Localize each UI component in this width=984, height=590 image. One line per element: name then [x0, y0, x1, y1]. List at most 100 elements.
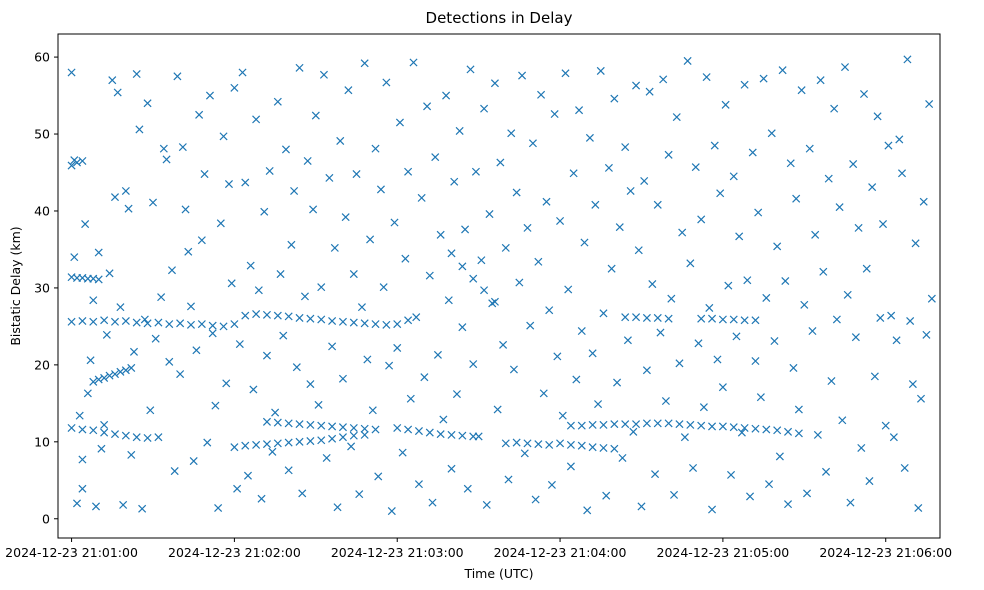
detection-point [689, 463, 698, 473]
detection-point [821, 467, 831, 476]
detection-point [721, 100, 730, 109]
detection-point [390, 218, 399, 227]
detection-point [751, 356, 760, 366]
detection-point [382, 78, 391, 87]
detection-point [708, 314, 717, 323]
detection-point [366, 235, 375, 244]
detection-point [718, 422, 727, 431]
detection-point [588, 443, 597, 452]
detection-point [75, 411, 84, 420]
detection-point [735, 232, 744, 241]
detection-point [205, 91, 214, 100]
detection-point [759, 74, 768, 83]
detection-point [816, 76, 825, 85]
detection-point [887, 311, 896, 320]
detection-point [162, 155, 171, 164]
detection-point [743, 276, 752, 285]
detection-point [100, 420, 109, 429]
detection-point [143, 99, 152, 108]
detection-point [531, 495, 540, 504]
detection-point [159, 144, 168, 153]
detection-point [173, 72, 182, 81]
detection-point [371, 144, 380, 153]
detection-point [262, 440, 271, 449]
detection-point [127, 363, 136, 372]
detection-point [338, 423, 347, 432]
detection-point [458, 431, 467, 440]
detection-point [252, 310, 261, 319]
detection-point [360, 424, 369, 433]
detection-point [442, 91, 451, 100]
detection-point [404, 425, 413, 434]
detection-point [878, 220, 888, 229]
detection-point [360, 59, 369, 68]
detection-point [431, 153, 440, 162]
detection-point [121, 366, 130, 375]
x-tick-label: 2024-12-23 21:06:00 [819, 545, 952, 560]
detection-point [376, 185, 385, 194]
detection-point [596, 66, 605, 75]
detection-point [509, 365, 518, 374]
detection-point [792, 194, 801, 203]
detection-point [211, 401, 220, 410]
detection-point [493, 405, 502, 414]
detection-point [417, 193, 426, 202]
detection-point [813, 430, 822, 439]
detection-point [515, 278, 524, 287]
detection-point [542, 197, 551, 206]
detection-point [577, 421, 586, 430]
detection-point [767, 129, 776, 138]
detection-point [534, 440, 543, 449]
detection-point [132, 433, 141, 442]
detection-point [436, 430, 445, 439]
detection-point [561, 69, 570, 78]
detection-point [393, 423, 402, 432]
detection-point [599, 309, 608, 318]
detection-point [672, 113, 681, 122]
detection-point [794, 405, 803, 414]
detection-point [637, 502, 646, 511]
detection-point [843, 290, 852, 299]
detection-point [121, 431, 130, 440]
detection-point [94, 375, 103, 384]
detection-point [146, 406, 155, 415]
detection-point [409, 58, 418, 67]
detection-point [273, 97, 282, 106]
detection-point [526, 321, 535, 330]
detection-point [884, 141, 893, 150]
detection-point [547, 480, 556, 489]
detection-point [132, 318, 141, 327]
detection-point [349, 270, 358, 279]
detection-point [189, 457, 198, 466]
detection-point [83, 389, 92, 398]
detection-point [819, 267, 828, 276]
detection-point [140, 315, 149, 324]
detection-point [176, 319, 185, 328]
detection-point [276, 270, 285, 279]
detection-point [127, 450, 136, 459]
detection-point [528, 139, 537, 148]
detection-point [382, 320, 391, 329]
detection-point [154, 433, 163, 442]
detection-point [642, 313, 651, 322]
detection-point [908, 380, 917, 389]
detection-point [219, 132, 228, 141]
detection-point [395, 118, 404, 127]
detection-point [192, 346, 201, 355]
detection-point [246, 261, 255, 270]
detection-point [176, 370, 185, 379]
detection-point [496, 158, 505, 167]
detection-point [338, 374, 347, 383]
detection-point [303, 156, 312, 165]
detection-point [119, 500, 128, 509]
detection-point [545, 306, 554, 315]
detection-point [78, 316, 87, 326]
detection-point [195, 110, 204, 119]
detection-point [170, 467, 179, 476]
y-tick-label: 0 [42, 511, 50, 526]
detection-point [615, 223, 624, 232]
detection-point [591, 200, 600, 209]
detection-point [143, 433, 152, 442]
detection-point [284, 419, 293, 428]
detection-point [363, 355, 372, 364]
